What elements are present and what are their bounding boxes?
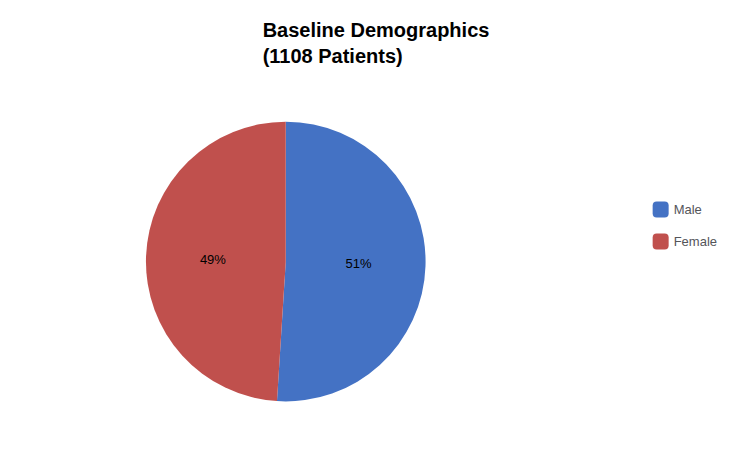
svg-text:Female: Female — [674, 234, 717, 249]
svg-text:Baseline Demographics: Baseline Demographics — [263, 19, 490, 41]
svg-text:49%: 49% — [200, 252, 226, 267]
svg-text:51%: 51% — [346, 256, 372, 271]
svg-text:(1108 Patients): (1108 Patients) — [263, 45, 403, 67]
svg-text:Male: Male — [674, 202, 702, 217]
